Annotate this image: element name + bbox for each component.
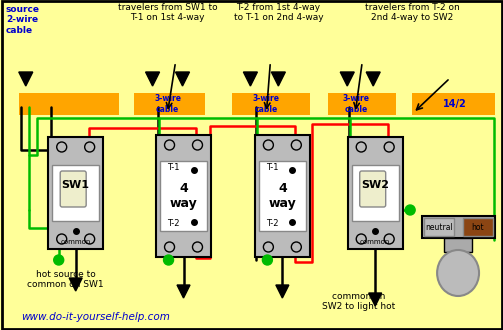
Bar	[463, 218, 493, 236]
Bar	[412, 93, 495, 115]
Text: 14/2: 14/2	[443, 99, 467, 109]
Polygon shape	[369, 293, 382, 306]
Bar	[160, 161, 207, 231]
Circle shape	[193, 140, 203, 150]
Circle shape	[57, 234, 67, 244]
Circle shape	[356, 142, 366, 152]
Text: T-2 from 1st 4-way
to T-1 on 2nd 4-way: T-2 from 1st 4-way to T-1 on 2nd 4-way	[233, 3, 323, 22]
Polygon shape	[69, 278, 82, 291]
Circle shape	[291, 140, 301, 150]
Circle shape	[264, 140, 273, 150]
Bar	[19, 93, 119, 115]
Polygon shape	[145, 72, 159, 86]
Polygon shape	[19, 72, 33, 86]
Text: SW2: SW2	[361, 180, 389, 190]
Polygon shape	[340, 72, 354, 86]
Bar	[52, 165, 99, 221]
Text: SW1: SW1	[62, 180, 90, 190]
Text: T-1: T-1	[167, 163, 180, 173]
Bar	[255, 135, 310, 257]
FancyBboxPatch shape	[60, 171, 86, 207]
Text: common: common	[60, 239, 91, 245]
Text: hot source to
common on SW1: hot source to common on SW1	[27, 270, 104, 289]
Text: 3-wire
cable: 3-wire cable	[343, 94, 370, 114]
Bar	[48, 137, 103, 249]
FancyBboxPatch shape	[360, 171, 386, 207]
Polygon shape	[176, 72, 190, 86]
Bar	[156, 135, 211, 257]
Text: travelers from SW1 to
T-1 on 1st 4-way: travelers from SW1 to T-1 on 1st 4-way	[118, 3, 217, 22]
Bar	[232, 93, 310, 115]
Text: 3-wire
cable: 3-wire cable	[253, 94, 280, 114]
Circle shape	[263, 255, 272, 265]
Text: common: common	[360, 239, 390, 245]
Circle shape	[264, 242, 273, 252]
Polygon shape	[177, 285, 190, 298]
Bar	[422, 216, 495, 238]
Text: T-2: T-2	[266, 219, 279, 228]
Bar	[259, 161, 306, 231]
Circle shape	[163, 255, 174, 265]
Circle shape	[384, 234, 394, 244]
Text: source
2-wire
cable: source 2-wire cable	[6, 5, 40, 35]
Circle shape	[85, 234, 95, 244]
Text: travelers from T-2 on
2nd 4-way to SW2: travelers from T-2 on 2nd 4-way to SW2	[365, 3, 460, 22]
Circle shape	[193, 242, 203, 252]
Polygon shape	[366, 72, 380, 86]
Circle shape	[356, 234, 366, 244]
Circle shape	[291, 242, 301, 252]
Circle shape	[85, 142, 95, 152]
Polygon shape	[243, 72, 258, 86]
Text: hot: hot	[472, 222, 484, 232]
Bar	[328, 93, 396, 115]
Text: T-2: T-2	[167, 219, 180, 228]
Circle shape	[57, 142, 67, 152]
Circle shape	[164, 242, 175, 252]
Text: 4
way: 4 way	[269, 182, 296, 210]
Circle shape	[405, 205, 415, 215]
Text: 4
way: 4 way	[170, 182, 197, 210]
Polygon shape	[276, 285, 289, 298]
Circle shape	[54, 255, 64, 265]
Bar	[444, 238, 472, 252]
Bar	[424, 218, 454, 236]
Text: common on
SW2 to light hot: common on SW2 to light hot	[321, 292, 395, 312]
Bar	[134, 93, 206, 115]
Text: neutral: neutral	[425, 222, 453, 232]
Polygon shape	[272, 72, 285, 86]
Text: www.do-it-yourself-help.com: www.do-it-yourself-help.com	[21, 312, 170, 322]
Ellipse shape	[437, 250, 479, 296]
Bar	[348, 137, 403, 249]
Bar	[352, 165, 399, 221]
Circle shape	[384, 142, 394, 152]
Text: 3-wire
cable: 3-wire cable	[154, 94, 181, 114]
Circle shape	[164, 140, 175, 150]
Text: T-1: T-1	[266, 163, 279, 173]
